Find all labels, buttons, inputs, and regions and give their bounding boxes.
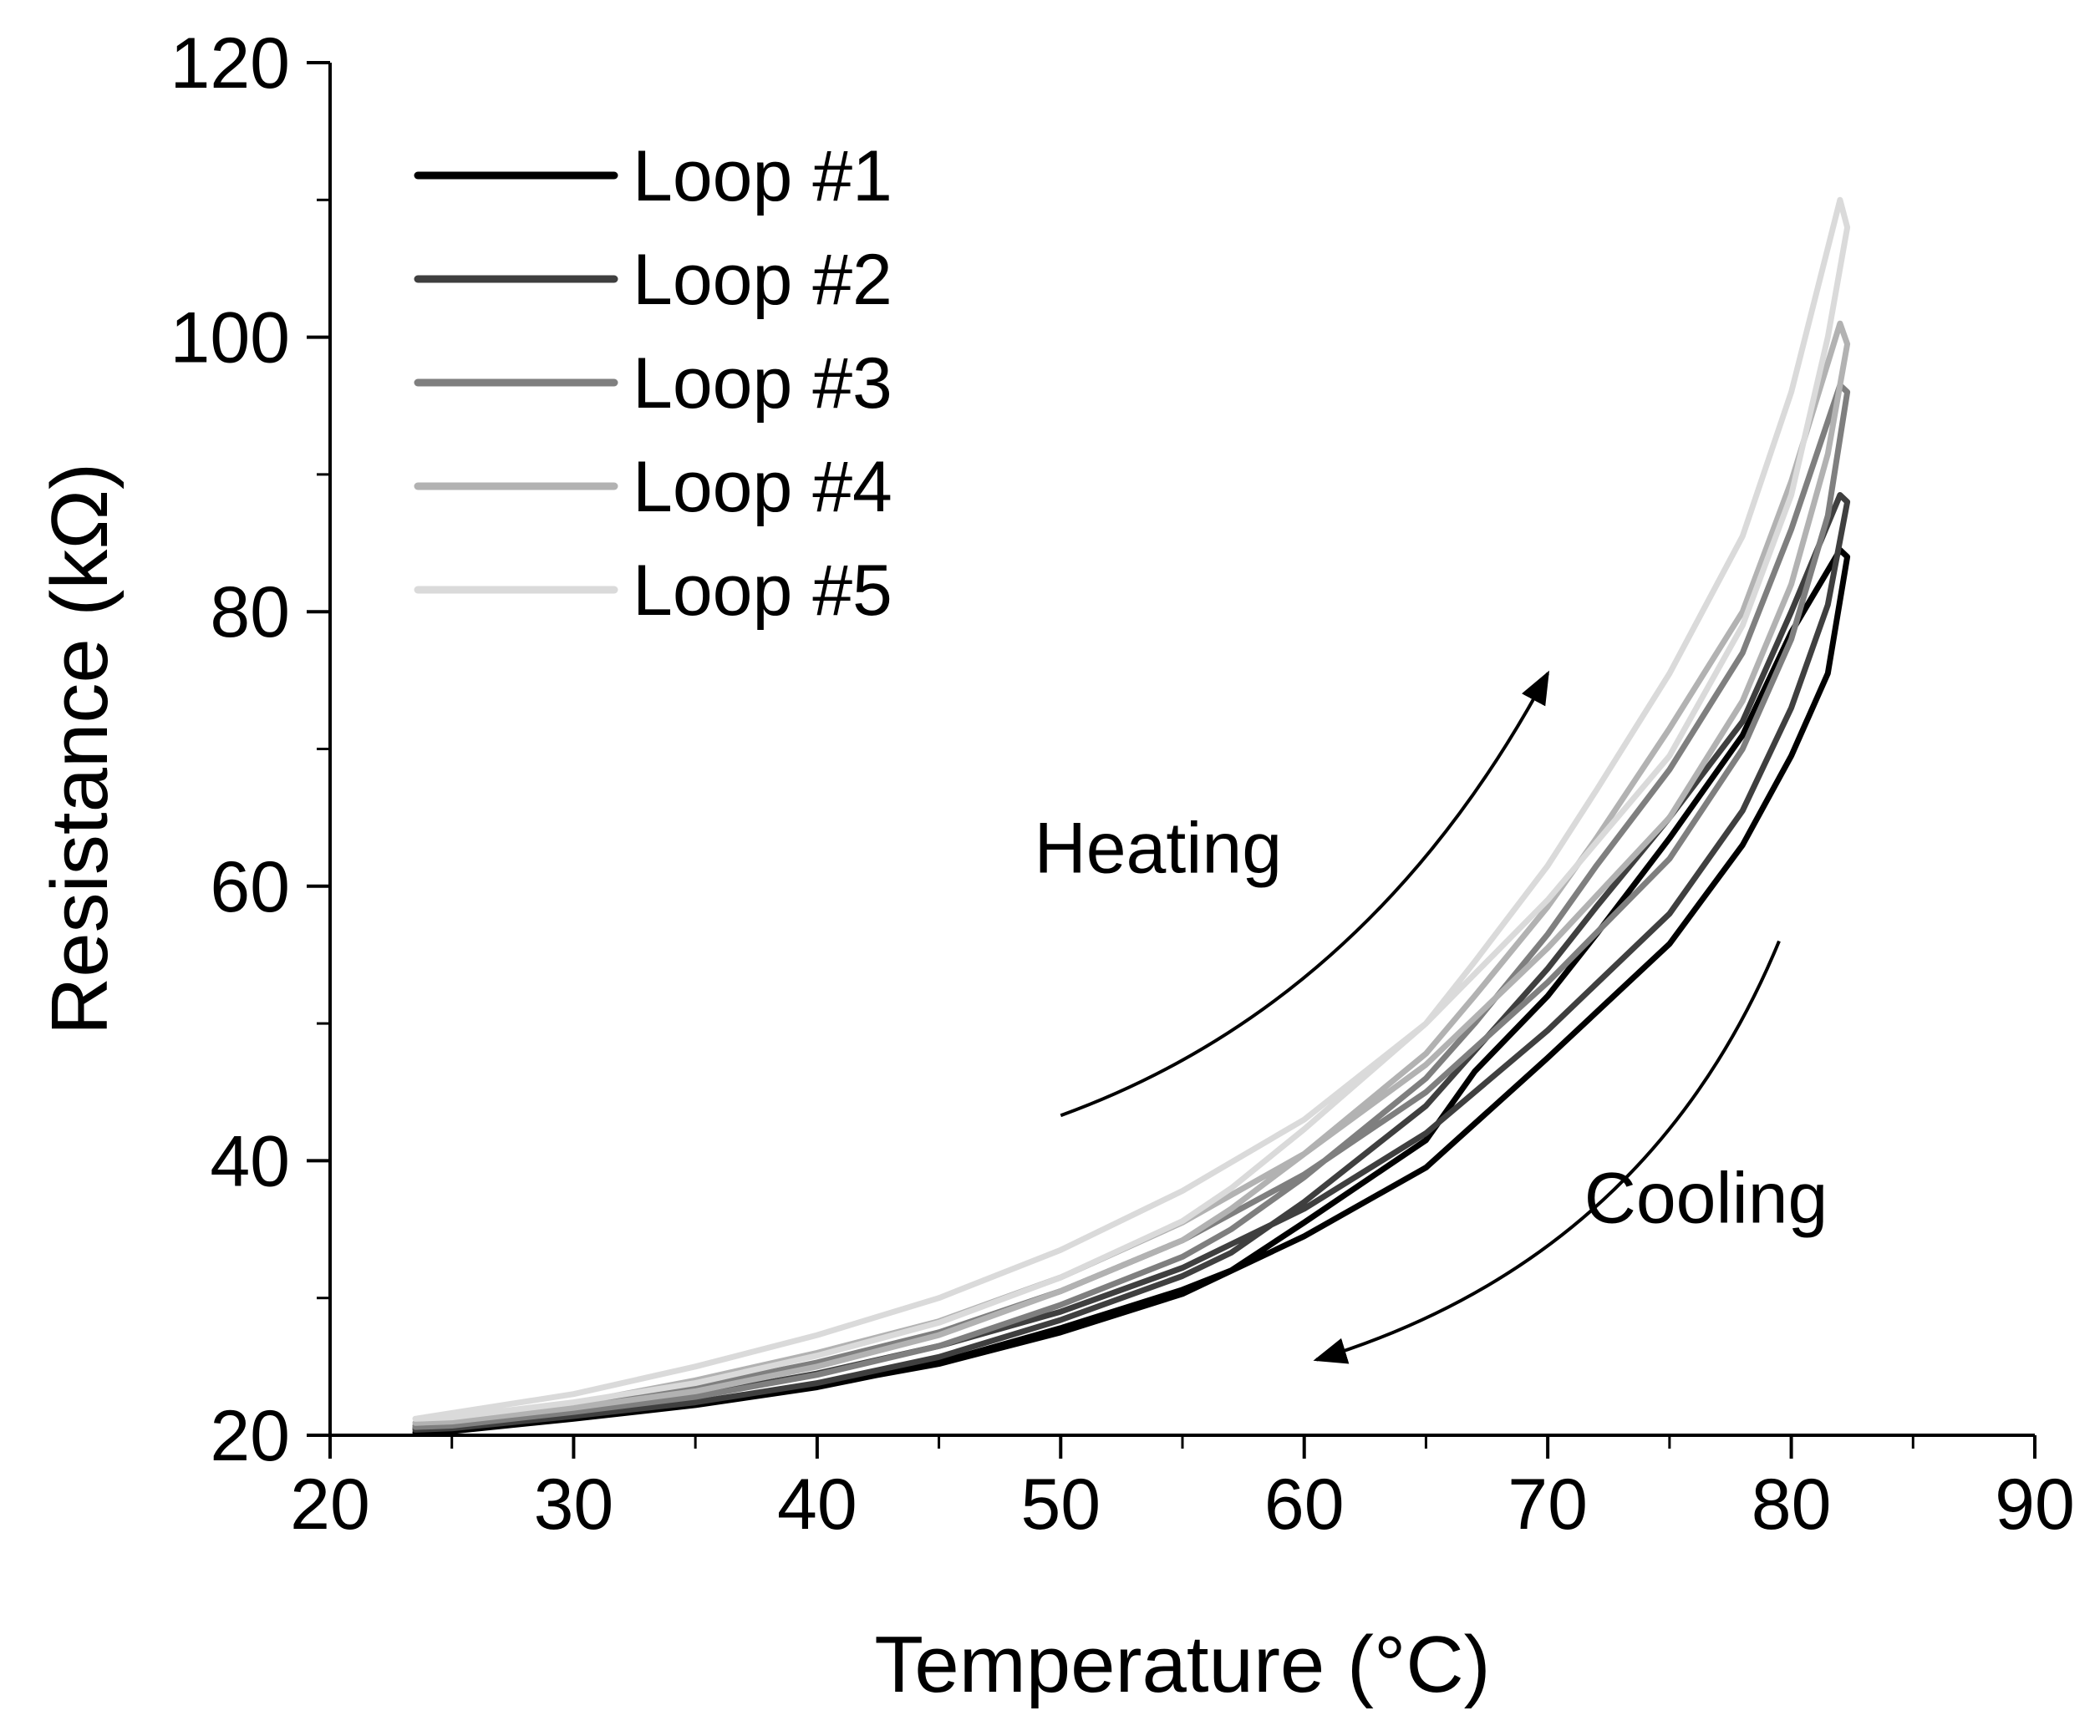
y-tick-label-120: 120 <box>170 23 291 104</box>
x-axis-title: Temperature (°C) <box>874 1620 1490 1709</box>
y-tick-label-80: 80 <box>210 572 290 652</box>
x-tick-label-20: 20 <box>290 1464 370 1545</box>
series-layer <box>412 196 1851 1435</box>
legend-label-loop-5: Loop #5 <box>633 551 892 631</box>
series-line-loop-3 <box>412 382 1851 1430</box>
y-tick-label-20: 20 <box>210 1396 290 1476</box>
y-tick-label-40: 40 <box>210 1121 290 1201</box>
x-tick-label-60: 60 <box>1264 1464 1345 1545</box>
annotation-cooling: Cooling <box>1584 1158 1828 1238</box>
labels: 20 30 40 50 60 70 80 90 20 40 60 80 100 120 Temperatur… <box>35 23 2075 1709</box>
x-tick-label-40: 40 <box>777 1464 857 1545</box>
x-tick-label-50: 50 <box>1020 1464 1101 1545</box>
series-line-loop-1 <box>412 546 1851 1435</box>
y-tick-label-60: 60 <box>210 847 290 927</box>
series-line-loop-2 <box>412 492 1851 1433</box>
y-tick-label-100: 100 <box>170 298 291 378</box>
legend-label-loop-2: Loop #2 <box>633 240 892 320</box>
annotation-heating: Heating <box>1035 808 1282 888</box>
heating-arrow <box>1060 670 1549 1118</box>
cooling-arrow <box>1313 940 1781 1364</box>
axes <box>307 61 2036 1459</box>
legend-label-loop-3: Loop #3 <box>633 343 892 424</box>
x-tick-label-70: 70 <box>1508 1464 1588 1545</box>
series-line-loop-5 <box>412 196 1851 1422</box>
annotation-arrows <box>1060 670 1781 1364</box>
y-axis-title: Resistance (kΩ) <box>35 463 125 1035</box>
x-tick-label-90: 90 <box>1995 1464 2075 1545</box>
legend: Loop #1 Loop #2 Loop #3 Loop #4 Loop #5 <box>414 136 892 631</box>
legend-label-loop-4: Loop #4 <box>633 447 892 527</box>
legend-label-loop-1: Loop #1 <box>633 136 892 216</box>
x-tick-label-80: 80 <box>1752 1464 1832 1545</box>
x-tick-label-30: 30 <box>534 1464 614 1545</box>
